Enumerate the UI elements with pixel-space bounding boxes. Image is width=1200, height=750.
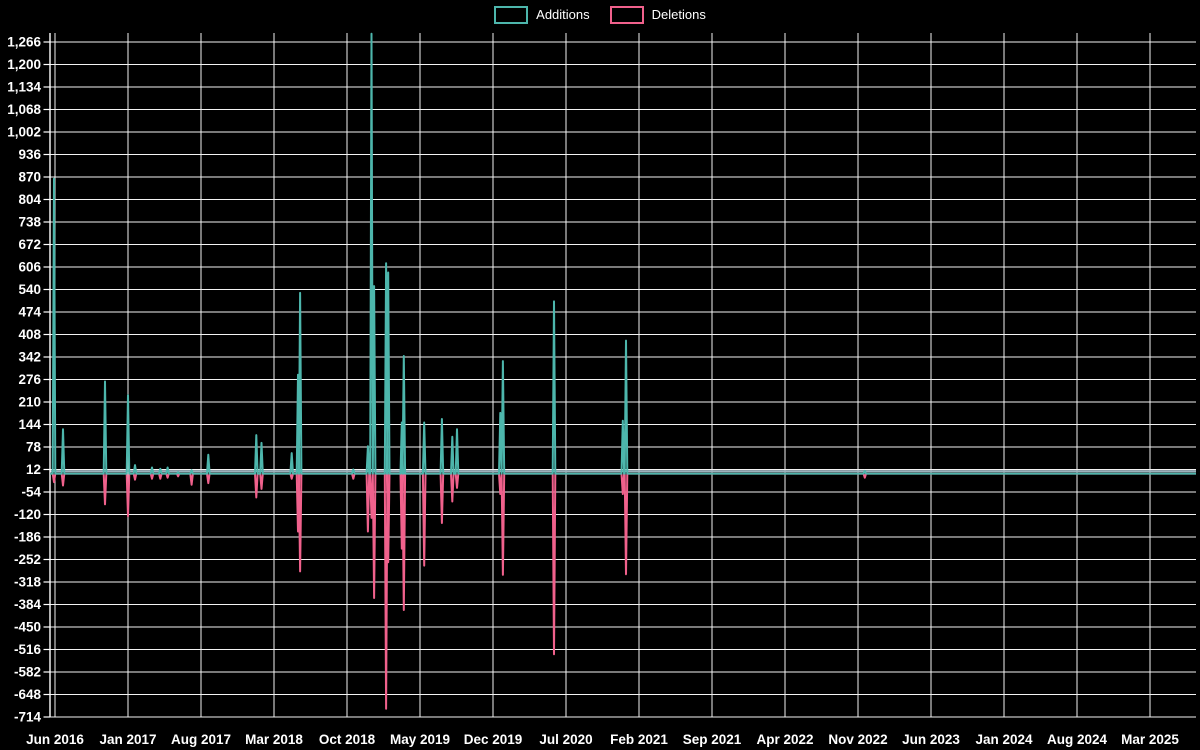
x-tick-label: Dec 2019 [464,732,523,747]
y-tick-label: -648 [14,687,42,702]
y-tick-label: 342 [18,349,41,364]
y-tick-label: 1,002 [7,124,41,139]
y-tick-label: 1,134 [7,79,41,94]
deletions-swatch-icon [609,6,644,24]
y-tick-label: -252 [14,552,41,567]
y-tick-label: 474 [18,304,41,319]
legend-label-deletions: Deletions [651,7,706,22]
x-axis-labels: Jun 2016 Jan 2017 Aug 2017 Mar 2018 Oct 2018… [26,732,1179,747]
x-tick-label: Feb 2021 [610,732,668,747]
x-tick-label: Sep 2021 [683,732,742,747]
y-tick-label: 12 [26,462,41,477]
y-axis-labels: 1,266 1,200 1,134 1,068 1,002 936 870 804 738 672… [7,35,41,725]
y-tick-label: 606 [18,259,41,274]
deletions-series-line [49,472,1197,710]
y-tick-label: 1,068 [7,102,41,117]
y-tick-label: 78 [26,439,42,454]
y-tick-label: 144 [18,417,41,432]
y-tick-label: 936 [18,147,41,162]
x-tick-label: Jul 2020 [539,732,592,747]
y-tick-label: -714 [14,709,42,724]
x-tick-label: Jun 2023 [902,732,960,747]
y-tick-label: -120 [14,507,41,522]
legend-item-additions[interactable]: Additions [494,6,590,24]
x-tick-label: May 2019 [390,732,450,747]
y-tick-label: -54 [21,484,41,499]
y-tick-label: 276 [18,372,41,387]
y-tick-label: -318 [14,574,42,589]
y-tick-label: -186 [14,529,42,544]
x-tick-label: Mar 2025 [1121,732,1179,747]
x-tick-label: Jan 2024 [975,732,1033,747]
x-tick-label: Jan 2017 [99,732,156,747]
x-tick-label: Aug 2017 [171,732,231,747]
y-tick-label: -516 [14,642,42,657]
y-tick-label: 672 [18,237,41,252]
x-tick-label: Apr 2022 [756,732,813,747]
y-tick-label: 804 [18,192,41,207]
x-tick-label: Nov 2022 [828,732,887,747]
y-tick-label: 408 [18,327,41,342]
x-tick-label: Jun 2016 [26,732,84,747]
y-tick-label: -384 [14,597,42,612]
x-tick-label: Oct 2018 [319,732,376,747]
x-tick-label: Mar 2018 [245,732,303,747]
y-tick-label: 1,200 [7,57,41,72]
y-tick-label: -450 [14,619,41,634]
y-axis [43,33,51,718]
x-tick-label: Aug 2024 [1047,732,1108,747]
y-tick-label: 210 [18,394,41,409]
additions-series-line [49,32,1197,475]
legend-item-deletions[interactable]: Deletions [609,6,706,24]
chart-legend: Additions Deletions [0,6,1200,24]
y-tick-label: 870 [18,169,41,184]
y-tick-label: -582 [14,664,41,679]
y-tick-label: 738 [18,214,41,229]
y-tick-label: 540 [18,282,41,297]
grid-lines [50,33,1196,718]
legend-label-additions: Additions [536,7,590,22]
y-tick-label: 1,266 [7,35,41,50]
additions-swatch-icon [494,6,529,24]
